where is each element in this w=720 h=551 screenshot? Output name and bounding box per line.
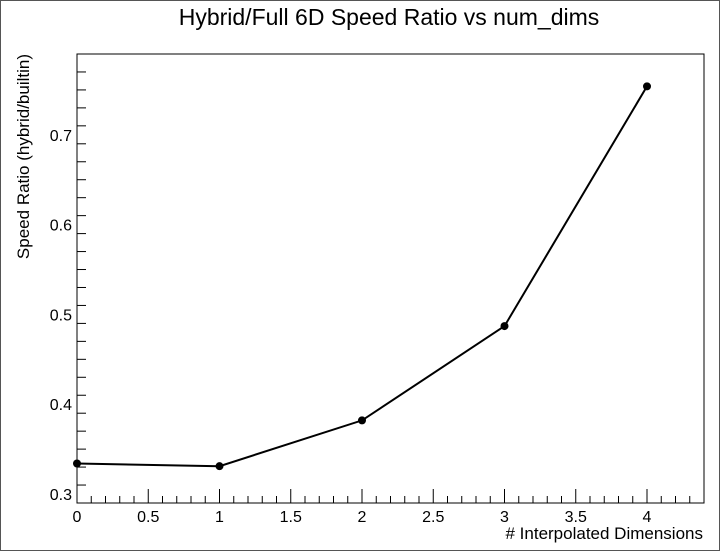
data-point	[643, 82, 651, 91]
x-tick-label: 1	[215, 509, 224, 526]
x-tick-label: 3	[500, 509, 509, 526]
x-tick-label: 0	[73, 509, 82, 526]
x-tick-label: 2.5	[422, 509, 444, 526]
y-tick-label: 0.4	[50, 397, 72, 414]
x-axis-label: # Interpolated Dimensions	[505, 524, 703, 543]
tick-labels: 0 0.5 1 1.5 2 2.5 3 3.5 4 0.3 0.4 0.5 0.6 0.7	[50, 128, 652, 526]
x-tick-label: 4	[643, 509, 652, 526]
y-tick-label: 0.5	[50, 307, 72, 324]
x-tick-label: 2	[358, 509, 367, 526]
x-tick-label: 1.5	[280, 509, 302, 526]
axis-ticks	[76, 53, 705, 504]
data-point	[73, 459, 81, 468]
x-tick-label: 3.5	[565, 509, 587, 526]
chart-title: Hybrid/Full 6D Speed Ratio vs num_dims	[179, 4, 600, 30]
plot-area	[76, 53, 705, 504]
series-line	[76, 85, 648, 468]
y-tick-label: 0.6	[50, 218, 72, 235]
y-tick-label: 0.3	[50, 487, 72, 504]
y-tick-label: 0.7	[50, 128, 72, 145]
x-tick-label: 0.5	[137, 509, 159, 526]
data-point	[358, 416, 366, 425]
data-points	[73, 82, 651, 471]
data-point	[500, 322, 509, 331]
data-point	[215, 462, 224, 471]
y-axis-label: Speed Ratio (hybrid/builtin)	[14, 54, 33, 259]
